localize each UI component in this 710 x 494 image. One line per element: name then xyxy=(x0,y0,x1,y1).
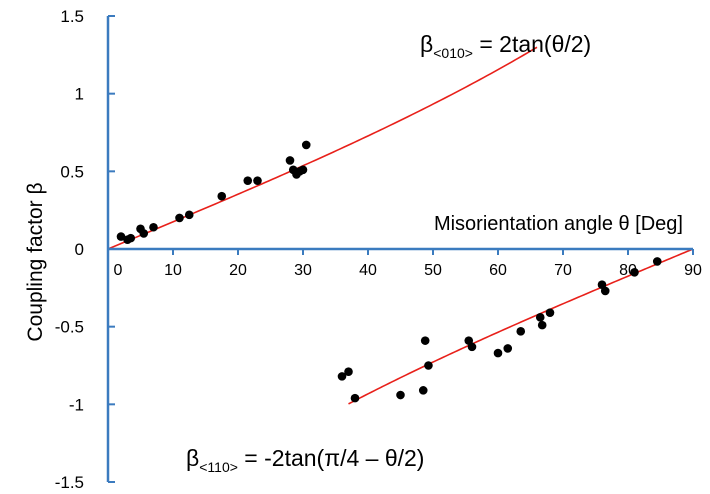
data-point xyxy=(537,320,547,330)
data-point xyxy=(126,233,136,243)
fit-label-010-rest: = 2tan(θ/2) xyxy=(473,31,591,57)
fit-label-110: β<110> = -2tan(π/4 – θ/2) xyxy=(186,445,424,475)
data-point xyxy=(467,342,477,352)
data-point xyxy=(630,268,639,277)
fit-label-010: β<010> = 2tan(θ/2) xyxy=(420,31,591,61)
data-point xyxy=(116,232,126,241)
y-tick-label: 0 xyxy=(75,240,84,259)
fit-label-010-sub: <010> xyxy=(433,45,473,61)
x-tick-label: 10 xyxy=(164,262,182,279)
fit-label-110-sub: <110> xyxy=(199,459,238,475)
data-point xyxy=(184,210,194,220)
data-point xyxy=(149,222,158,232)
data-point xyxy=(243,176,253,185)
data-point xyxy=(337,372,347,381)
data-point xyxy=(175,213,184,223)
fit-line xyxy=(348,248,694,405)
fit-label-110-rest: = -2tan(π/4 – θ/2) xyxy=(238,445,425,471)
x-axis-title: Misorientation angle θ [Deg] xyxy=(434,213,683,235)
data-point xyxy=(139,229,149,238)
data-point xyxy=(545,308,555,317)
data-points xyxy=(116,140,662,403)
data-point xyxy=(253,176,262,185)
y-axis-title: Coupling factor β xyxy=(24,182,47,341)
data-point xyxy=(420,336,430,345)
data-point xyxy=(350,393,360,403)
y-tick-label: -1 xyxy=(69,395,84,414)
fit-label-110-main: β xyxy=(186,445,199,471)
data-point xyxy=(344,367,353,377)
x-tick-label: 20 xyxy=(229,262,247,279)
data-point xyxy=(418,386,428,395)
data-point xyxy=(396,390,405,400)
data-point xyxy=(424,361,433,370)
x-tick-label: 50 xyxy=(424,262,442,279)
labels: Misorientation angle θ [Deg] Coupling fa… xyxy=(24,31,683,475)
y-tick-label: 0.5 xyxy=(60,162,84,181)
x-tick-label: 40 xyxy=(359,262,377,279)
data-point xyxy=(516,327,526,336)
x-tick-label: 90 xyxy=(684,262,702,279)
x-tick-label: 0 xyxy=(114,262,123,279)
y-tick-label: 1 xyxy=(75,85,84,104)
data-point xyxy=(652,257,662,266)
data-point xyxy=(285,156,295,165)
fit-label-010-main: β xyxy=(420,31,433,57)
data-point xyxy=(493,348,503,358)
data-point xyxy=(217,191,227,201)
data-point xyxy=(535,313,545,322)
data-point xyxy=(301,140,311,150)
data-point xyxy=(503,344,513,353)
y-tick-label: 1.5 xyxy=(60,7,84,26)
x-tick-label: 70 xyxy=(554,262,572,279)
data-point xyxy=(298,165,308,175)
x-tick-label: 60 xyxy=(489,262,507,279)
data-point xyxy=(600,286,610,296)
x-tick-label: 30 xyxy=(294,262,312,279)
y-tick-label: -1.5 xyxy=(55,473,84,492)
y-tick-label: -0.5 xyxy=(55,318,84,337)
axes: 1.510.50-0.5-1-1.50 10 20 30 40 50 60 70 80 90 xyxy=(55,7,702,492)
